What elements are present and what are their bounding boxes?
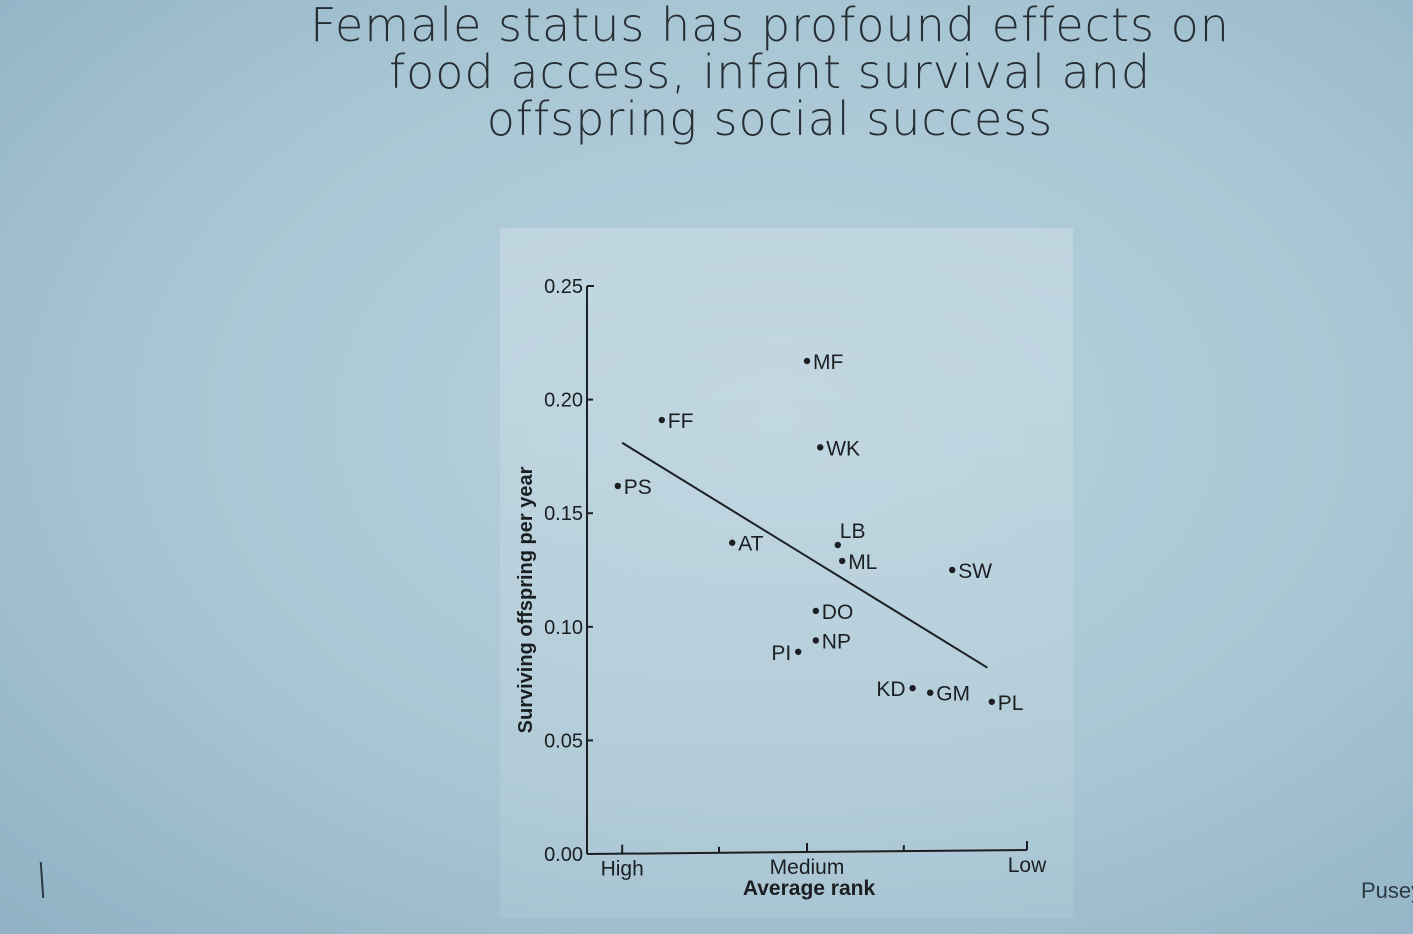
y-tick-label: 0.25 [544, 276, 583, 298]
point-label: NP [822, 630, 851, 653]
data-point-kd: KD [876, 678, 916, 701]
slide-title-line-3: offspring social success [486, 92, 1054, 146]
data-point-lb: LB [834, 520, 866, 549]
point-label: AT [738, 533, 763, 556]
y-tick-label: 0.00 [544, 844, 583, 866]
x-tick-label: Medium [770, 856, 845, 879]
slide-credit: Pusey [1361, 878, 1413, 903]
point-marker [988, 698, 995, 705]
point-label: LB [840, 520, 866, 543]
y-tick-label: 0.05 [544, 730, 583, 752]
data-point-ps: PS [614, 476, 652, 499]
point-marker [909, 684, 916, 692]
point-marker [927, 689, 934, 696]
data-point-wk: WK [817, 437, 860, 460]
point-label: PS [624, 476, 652, 499]
point-marker [795, 648, 802, 655]
point-label: DO [822, 601, 854, 624]
point-marker [812, 607, 819, 615]
point-marker [949, 566, 956, 574]
y-tick-label: 0.10 [544, 617, 583, 639]
point-label: PI [771, 642, 791, 665]
scatter-chart: 0.25 0.20 0.15 0.10 0.05 0.00 High Medium Low P… [515, 276, 1047, 900]
slide-title-line-2: food access, infant survival and [388, 45, 1152, 99]
point-label: ML [848, 551, 877, 574]
point-label: MF [813, 351, 843, 374]
data-point-pl: PL [988, 692, 1024, 715]
slide-title: Female status has profound effects on fo… [230, 2, 1310, 143]
point-label: KD [876, 678, 905, 701]
data-point-pi: PI [771, 642, 802, 665]
data-point-gm: GM [927, 683, 970, 706]
data-point-sw: SW [949, 560, 992, 583]
point-label: FF [668, 410, 694, 433]
point-marker [817, 444, 824, 451]
y-axis-ticks: 0.25 0.20 0.15 0.10 0.05 0.00 [544, 276, 593, 866]
y-tick-label: 0.20 [544, 390, 583, 412]
cursor-mark [39, 861, 45, 899]
point-label: GM [936, 683, 970, 706]
point-marker [803, 357, 811, 365]
x-axis-ticks: High Medium Low [601, 841, 1047, 881]
data-point-ml: ML [839, 551, 877, 574]
point-marker [839, 557, 846, 565]
y-axis-label: Surviving offspring per year [515, 466, 537, 733]
point-marker [812, 637, 819, 644]
data-point-at: AT [729, 533, 764, 556]
point-label: PL [998, 692, 1024, 715]
data-point-mf: MF [803, 351, 843, 374]
x-axis-label: Average rank [743, 877, 876, 900]
data-point-do: DO [812, 601, 854, 624]
point-marker [614, 482, 621, 490]
point-marker [729, 539, 736, 546]
x-tick-label: Low [1008, 854, 1047, 877]
data-point-np: NP [812, 630, 851, 653]
y-tick-label: 0.15 [544, 503, 583, 525]
x-tick-label: High [601, 858, 644, 881]
point-label: SW [958, 560, 992, 583]
trend-line [621, 441, 988, 669]
point-label: WK [826, 437, 860, 460]
figure-panel: 0.25 0.20 0.15 0.10 0.05 0.00 High Medium Low P… [500, 228, 1073, 918]
data-points: PS FF AT MF WK LB ML SW DO NP PI KD GM PL [614, 351, 1024, 715]
slide-title-line-1: Female status has profound effects on [310, 0, 1230, 52]
point-marker [658, 416, 665, 424]
point-marker [834, 541, 841, 549]
data-point-ff: FF [658, 410, 694, 433]
